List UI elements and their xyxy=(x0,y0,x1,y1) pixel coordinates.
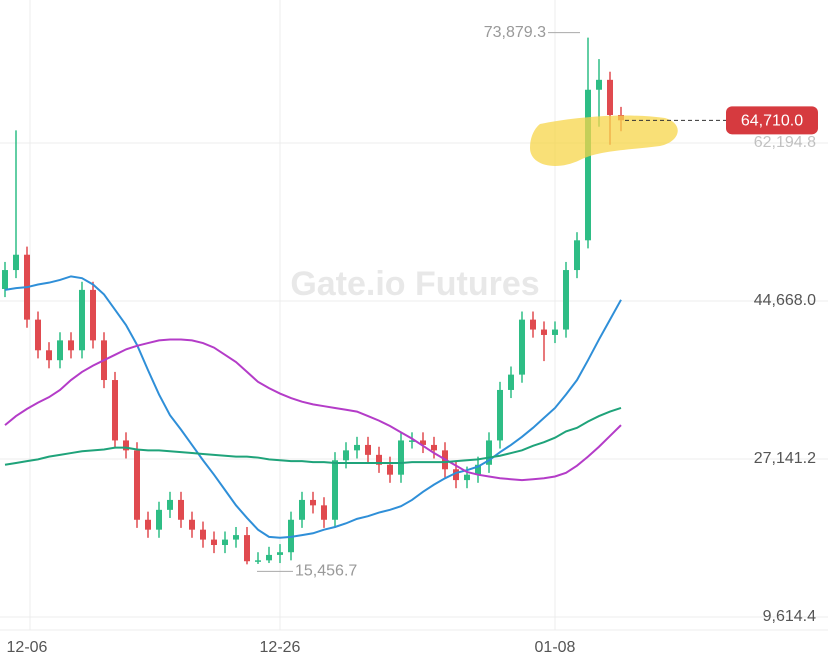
candle-body xyxy=(574,240,580,271)
candle-body xyxy=(167,499,173,510)
candle-body xyxy=(13,254,19,271)
candle-body xyxy=(68,340,74,351)
x-tick-label: 12-06 xyxy=(7,639,48,656)
candle-body xyxy=(211,539,217,546)
candle-body xyxy=(453,469,459,481)
candle-body xyxy=(585,89,591,241)
candle-body xyxy=(233,535,239,540)
highlight xyxy=(530,115,678,167)
y-tick-label: 9,614.4 xyxy=(763,608,816,625)
candle-body xyxy=(365,444,371,455)
candle-body xyxy=(244,535,250,562)
y-tick-label: 27,141.2 xyxy=(754,450,816,467)
candle-body xyxy=(486,440,492,465)
x-tick-label: 01-08 xyxy=(535,639,576,656)
candle-body xyxy=(46,350,52,361)
last-price-tag xyxy=(726,106,818,135)
candle-body xyxy=(145,519,151,530)
candle-body xyxy=(409,440,415,442)
moving-average-line xyxy=(4,275,622,539)
candle-body xyxy=(255,560,261,562)
moving-average-line xyxy=(4,407,622,466)
candle-body xyxy=(552,329,558,335)
candle-body xyxy=(387,464,393,475)
candle-body xyxy=(596,79,602,90)
candle-body xyxy=(475,464,481,475)
candle-body xyxy=(134,450,140,520)
last-price-label: 64,710.0 xyxy=(741,113,803,130)
candle-body xyxy=(222,539,228,546)
candle-body xyxy=(497,389,503,441)
candle-body xyxy=(530,319,536,330)
low-marker-label: 15,456.7 xyxy=(295,563,357,580)
candle-body xyxy=(607,79,613,115)
candle-body xyxy=(398,440,404,475)
candle-body xyxy=(332,460,338,520)
y-tick-label: 62,194.8 xyxy=(754,134,816,151)
candle-body xyxy=(354,444,360,451)
candle-body xyxy=(563,270,569,330)
x-tick-label: 12-26 xyxy=(260,639,301,656)
y-tick-label: 44,668.0 xyxy=(754,292,816,309)
moving-average-line xyxy=(4,338,622,482)
candle-body xyxy=(156,509,162,530)
candle-body xyxy=(420,440,426,445)
watermark: Gate.io Futures xyxy=(290,265,539,303)
candle-body xyxy=(519,319,525,375)
candle-body xyxy=(310,499,316,506)
overlay: 73,879.3 15,456.7 64,710.0 xyxy=(257,24,818,580)
candle-body xyxy=(189,519,195,530)
candle-body xyxy=(57,340,63,361)
candle-body xyxy=(277,552,283,555)
candle-body xyxy=(178,499,184,520)
candle-body xyxy=(508,374,514,390)
plot xyxy=(2,37,624,565)
candle-body xyxy=(123,440,129,451)
candle-body xyxy=(431,444,437,451)
candle-body xyxy=(200,529,206,540)
candle-body xyxy=(112,380,118,441)
candle-body xyxy=(35,319,41,351)
candle-body xyxy=(343,450,349,461)
candle-body xyxy=(2,270,8,289)
candle-body xyxy=(541,329,547,335)
candle-body xyxy=(321,505,327,520)
candle-body xyxy=(376,454,382,465)
candle-body xyxy=(299,499,305,520)
candle-body xyxy=(79,289,85,351)
high-marker-label: 73,879.3 xyxy=(484,24,546,41)
candle-body xyxy=(90,289,96,341)
candle-body xyxy=(464,474,470,481)
candle-body xyxy=(266,554,272,561)
